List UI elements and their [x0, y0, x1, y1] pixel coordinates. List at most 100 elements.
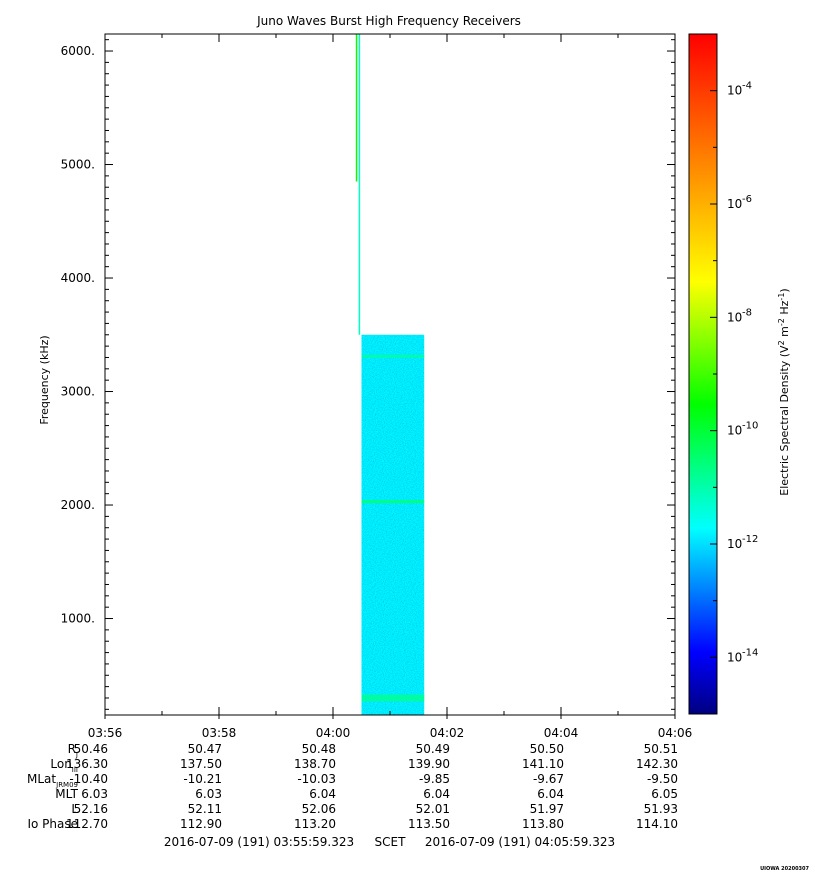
emission-band: [361, 354, 425, 358]
ephemeris-value: -10.40: [69, 772, 108, 786]
ephemeris-value: 6.03: [81, 787, 108, 801]
ephemeris-value: -9.50: [647, 772, 678, 786]
colorbar-tick-label: 10 -12: [727, 534, 758, 551]
x-tick-label: 03:56: [88, 726, 123, 740]
ephemeris-value: 113.50: [408, 817, 450, 831]
colorbar-tick-label: 10 -4: [727, 81, 752, 98]
ephemeris-row-label-main: Io Phase: [27, 817, 78, 831]
ephemeris-row-label-sub: III: [72, 766, 78, 774]
ephemeris-value: 114.10: [636, 817, 678, 831]
colorbar-tick-exponent: -4: [742, 81, 752, 92]
plot-axes: 1000. 2000. 3000. 4000. 5000. 6000. 03:56 03:58…: [61, 33, 693, 740]
ephemeris-value: 52.11: [188, 802, 222, 816]
ephemeris-value: 112.90: [180, 817, 222, 831]
spectrogram-plot: [355, 34, 425, 715]
colorbar-label-superscript: -1: [777, 293, 786, 301]
time-range-start: 2016-07-09 (191) 03:55:59.323: [164, 835, 354, 849]
colorbar-tick-base: 10: [727, 197, 742, 211]
y-tick-label: 2000.: [61, 498, 95, 512]
ephemeris-value: 139.90: [408, 757, 450, 771]
ephemeris-value: 141.10: [522, 757, 564, 771]
emission-band: [361, 499, 425, 504]
ephemeris-row-label-main: R: [68, 742, 76, 756]
colorbar-tick-base: 10: [727, 424, 742, 438]
ephemeris-value: 113.80: [522, 817, 564, 831]
ephemeris-row-label-main: MLT: [55, 787, 78, 801]
colorbar-tick-label: 10 -10: [727, 421, 758, 438]
y-tick-label: 3000.: [61, 385, 95, 399]
time-range-label: 2016-07-09 (191) 03:55:59.323 SCET 2016-…: [164, 835, 615, 849]
colorbar-tick-label: 10 -14: [727, 647, 758, 664]
time-range-scet: SCET: [375, 835, 407, 849]
colorbar-label-superscript: -2: [777, 318, 786, 326]
colorbar-tick-base: 10: [727, 537, 742, 551]
chart-title: Juno Waves Burst High Frequency Receiver…: [256, 14, 521, 28]
ephemeris-value: -9.67: [533, 772, 564, 786]
colorbar-tick-exponent: -10: [742, 421, 758, 432]
ephemeris-row-label-main: MLat: [27, 772, 56, 786]
ephemeris-value: 50.47: [188, 742, 222, 756]
ephemeris-value: -9.85: [419, 772, 450, 786]
ephemeris-row-label: MLatJRM09: [27, 772, 78, 789]
x-tick-label: 04:06: [658, 726, 693, 740]
ephemeris-value: 50.50: [530, 742, 564, 756]
x-tick-label: 04:02: [430, 726, 465, 740]
ephemeris-value: 6.04: [537, 787, 564, 801]
colorbar-tick-label: 10 -6: [727, 194, 752, 211]
colorbar-tick-exponent: -14: [742, 647, 758, 658]
y-axis-label: Frequency (kHz): [38, 335, 51, 424]
ephemeris-value: 136.30: [66, 757, 108, 771]
ephemeris-value: 137.50: [180, 757, 222, 771]
colorbar-label-text: ): [778, 288, 791, 292]
x-tick-label: 04:00: [316, 726, 351, 740]
y-tick-label: 6000.: [61, 44, 95, 58]
ephemeris-value: 6.03: [195, 787, 222, 801]
x-tick-label: 03:58: [202, 726, 237, 740]
ephemeris-row-label: RJ: [68, 742, 78, 759]
colorbar-label-text: Electric Spectral Density (V: [778, 345, 791, 496]
ephemeris-value: 112.70: [66, 817, 108, 831]
spectrogram-noise-texture: [361, 334, 425, 715]
y-tick-label: 1000.: [61, 612, 95, 626]
ephemeris-value: 6.05: [651, 787, 678, 801]
ephemeris-row-label: LonIII: [50, 757, 78, 774]
ephemeris-row-label-main: L: [71, 802, 78, 816]
ephemeris-value: 51.93: [644, 802, 678, 816]
ephemeris-value: 6.04: [423, 787, 450, 801]
y-tick-label: 5000.: [61, 158, 95, 172]
colorbar-gradient: [688, 33, 718, 715]
ephemeris-value: 50.51: [644, 742, 678, 756]
emission-band: [361, 694, 425, 702]
spectral-spike: [358, 34, 361, 335]
ephemeris-value: 52.01: [416, 802, 450, 816]
ephemeris-row-label-sub: JRM09: [55, 781, 78, 789]
colorbar-tick-label: 10 -8: [727, 307, 752, 324]
ephemeris-row-label: L: [71, 802, 78, 816]
ephemeris-row-label: Io Phase: [27, 817, 78, 831]
colorbar-tick-base: 10: [727, 310, 742, 324]
colorbar-label-superscript: 2: [777, 340, 786, 345]
credit-label: UIOWA 20200307: [760, 866, 809, 872]
ephemeris-value: 50.49: [416, 742, 450, 756]
ephemeris-value: 52.16: [74, 802, 108, 816]
ephemeris-value: 113.20: [294, 817, 336, 831]
x-tick-label: 04:04: [544, 726, 579, 740]
colorbar-label: Electric Spectral Density (V2 m-2 Hz-1): [777, 288, 792, 495]
colorbar-tick-exponent: -12: [742, 534, 758, 545]
time-range-end: 2016-07-09 (191) 04:05:59.323: [425, 835, 615, 849]
colorbar-tick-exponent: -8: [742, 307, 752, 318]
ephemeris-value: -10.21: [183, 772, 222, 786]
ephemeris-value: 52.06: [302, 802, 336, 816]
ephemeris-value: -10.03: [297, 772, 336, 786]
ephemeris-value: 50.46: [74, 742, 108, 756]
ephemeris-value: 6.04: [309, 787, 336, 801]
colorbar-tick-base: 10: [727, 650, 742, 664]
colorbar-label-text: m: [778, 326, 791, 340]
y-tick-label: 4000.: [61, 271, 95, 285]
colorbar-label-text: Hz: [778, 300, 791, 318]
ephemeris-row-label: MLT: [55, 787, 78, 801]
spectral-spike: [355, 34, 358, 182]
